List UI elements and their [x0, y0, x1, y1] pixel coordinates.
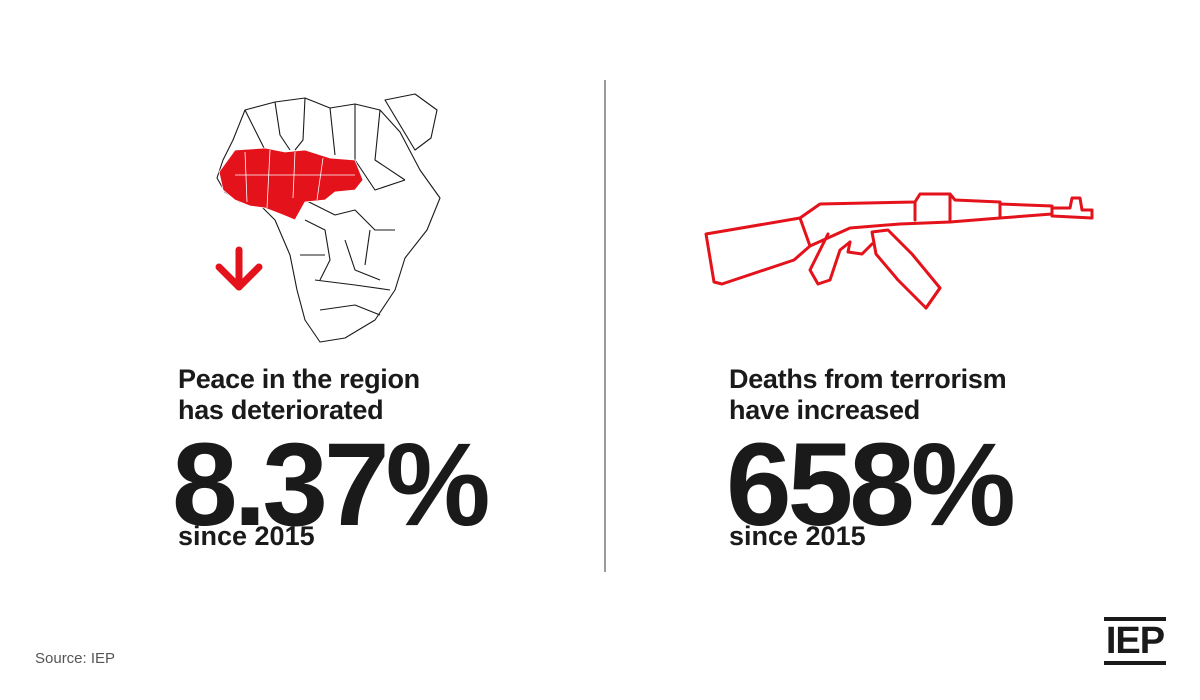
logo-text: IEP: [1105, 620, 1165, 662]
right-headline-line1: Deaths from terrorism: [729, 364, 1007, 394]
left-since: since 2015: [178, 521, 315, 551]
iep-logo: IEP: [1104, 617, 1166, 665]
source-note: Source: IEP: [35, 650, 116, 667]
left-headline-line1: Peace in the region: [178, 364, 420, 394]
left-headline-line2: has deteriorated: [178, 395, 384, 425]
logo-top-bar: [1104, 617, 1166, 621]
left-value: 8.37%: [172, 419, 491, 551]
right-headline-line2: have increased: [729, 395, 920, 425]
rifle-icon: [704, 192, 1094, 310]
logo-bottom-bar: [1104, 661, 1166, 665]
divider: [604, 80, 606, 572]
right-value: 658%: [726, 419, 1016, 551]
africa-map-icon: [216, 93, 441, 343]
down-arrow-icon: [215, 246, 263, 291]
right-since: since 2015: [729, 521, 866, 551]
